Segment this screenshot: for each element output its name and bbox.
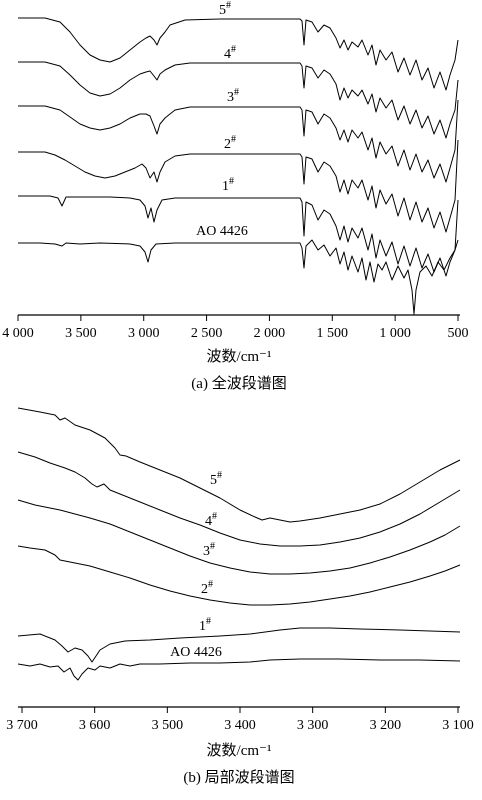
spectrum-a-1 — [18, 195, 459, 277]
panel-b: 5# 4# 3# 2# 1# AO 4426 3 700 3 600 3 500 3 … — [6, 407, 474, 786]
ticks-a-tick-label-7: 500 — [448, 326, 469, 341]
ticks-b-tick-label-0: 3 700 — [6, 718, 38, 733]
x-axis-title-a: 波数/cm⁻¹ — [207, 348, 272, 365]
x-ticks-b: 3 700 3 600 3 500 3 400 3 300 3 200 3 100 — [6, 707, 474, 733]
series-label-b-ao4426: AO 4426 — [170, 645, 222, 660]
series-label-a-ao4426: AO 4426 — [196, 224, 248, 239]
panel-a-series-labels: 5# 4# 3# 2# 1# AO 4426 — [196, 0, 248, 239]
ticks-a-tick-label-0: 4 000 — [2, 326, 34, 341]
ticks-b-tick-label-6: 3 100 — [442, 718, 474, 733]
ticks-a-tick-label-4: 2 000 — [254, 326, 286, 341]
series-label-a-2: 2# — [224, 134, 236, 152]
series-label-a-5: 5# — [219, 0, 231, 18]
ticks-b-tick-label-1: 3 600 — [79, 718, 111, 733]
x-axis-title-b: 波数/cm⁻¹ — [207, 742, 272, 759]
series-label-a-4: 4# — [224, 44, 236, 62]
series-label-a-1: 1# — [222, 176, 234, 194]
series-label-b-4: 4# — [205, 511, 217, 529]
ticks-b-tick-label-4: 3 300 — [297, 718, 329, 733]
series-label-b-1: 1# — [199, 616, 211, 634]
caption-b: (b) 局部波段谱图 — [183, 769, 294, 786]
spectrum-b-1 — [17, 627, 461, 663]
ticks-a-tick-label-2: 3 000 — [128, 326, 160, 341]
ticks-a-tick-label-6: 1 000 — [379, 326, 411, 341]
ticks-b-tick-label-2: 3 500 — [152, 718, 184, 733]
ticks-a-tick-label-3: 2 500 — [191, 326, 223, 341]
spectrum-b-ao4426 — [17, 658, 461, 681]
spectrum-b-3 — [17, 499, 461, 575]
panel-a: 5# 4# 3# 2# 1# AO 4426 4 000 3 500 3 000 2 … — [2, 0, 468, 392]
ticks-b-tick-label-5: 3 200 — [370, 718, 402, 733]
panel-a-spectra — [18, 17, 459, 315]
series-label-b-3: 3# — [203, 541, 215, 559]
series-label-b-2: 2# — [201, 579, 213, 597]
panel-b-spectra — [17, 407, 461, 681]
panel-b-series-labels: 5# 4# 3# 2# 1# AO 4426 — [170, 470, 222, 660]
spectrum-a-ao4426 — [18, 239, 459, 315]
spectrum-b-4 — [17, 451, 461, 547]
ticks-b-tick-label-3: 3 400 — [224, 718, 256, 733]
ticks-a-tick-label-5: 1 500 — [317, 326, 349, 341]
x-ticks-a: 4 000 3 500 3 000 2 500 2 000 1 500 1 000 500 — [2, 315, 469, 341]
spectrum-b-5 — [17, 407, 461, 523]
caption-a: (a) 全波段谱图 — [191, 374, 286, 392]
spectrum-a-3 — [18, 99, 459, 183]
series-label-a-3: 3# — [227, 87, 239, 105]
ticks-a-tick-label-1: 3 500 — [65, 326, 97, 341]
spectrum-a-4 — [18, 61, 459, 139]
series-label-b-5: 5# — [210, 470, 222, 488]
spectrum-b-2 — [17, 545, 461, 606]
spectrum-a-5 — [18, 17, 459, 91]
spectrum-a-2 — [18, 139, 459, 233]
